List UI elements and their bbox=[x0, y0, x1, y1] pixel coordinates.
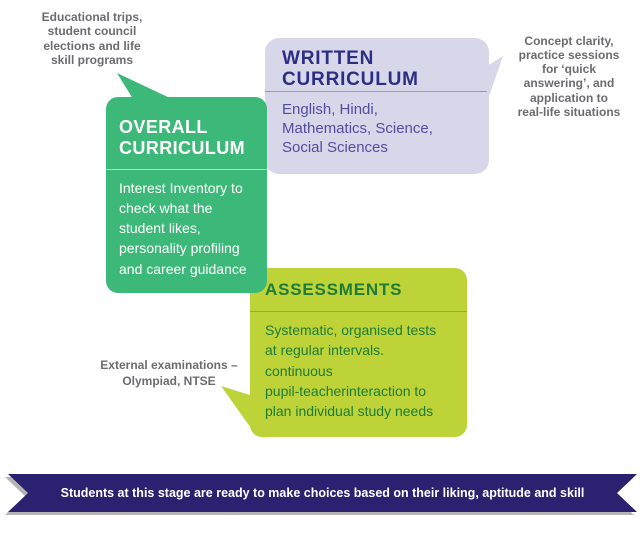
note-external-examinations: External examinations – Olympiad, NTSE bbox=[100, 358, 238, 388]
assessments-divider bbox=[250, 311, 467, 312]
written-curriculum-title: WRITTEN CURRICULUM bbox=[282, 48, 419, 91]
note-concept-clarity: Concept clarity, practice sessions for ‘… bbox=[517, 34, 621, 119]
note-educational-trips: Educational trips, student council elect… bbox=[41, 10, 143, 68]
assessments-box: ASSESSMENTS Systematic, organised tests … bbox=[250, 268, 467, 437]
overall-curriculum-body: Interest Inventory to check what the stu… bbox=[119, 180, 247, 277]
overall-curriculum-divider bbox=[106, 169, 267, 170]
overall-curriculum-box: OVERALL CURRICULUM Interest Inventory to… bbox=[106, 97, 267, 293]
written-curriculum-body: English, Hindi, Mathematics, Science, So… bbox=[282, 101, 433, 157]
assessments-box-tail-pointer bbox=[221, 386, 253, 431]
overall-curriculum-title: OVERALL CURRICULUM bbox=[119, 117, 245, 158]
written-curriculum-divider bbox=[265, 91, 489, 92]
assessments-body: Systematic, organised tests at regular i… bbox=[265, 322, 437, 420]
assessments-title: ASSESSMENTS bbox=[265, 280, 403, 299]
ribbon-text: Students at this stage are ready to make… bbox=[60, 486, 585, 500]
written-curriculum-box: WRITTEN CURRICULUM English, Hindi, Mathe… bbox=[265, 38, 489, 174]
overall-box-tail-pointer bbox=[117, 73, 172, 99]
